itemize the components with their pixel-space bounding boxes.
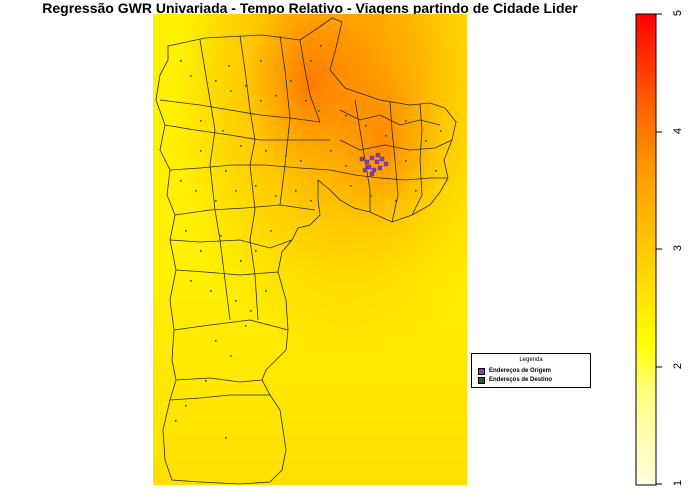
origin-swatch-icon <box>478 367 485 375</box>
destination-points <box>175 45 442 439</box>
colorbar <box>635 13 662 486</box>
map-legend: Legenda Endereços de Origem Endereços de… <box>471 353 591 388</box>
colorbar-tick-4: 4 <box>672 127 684 135</box>
legend-title: Legenda <box>519 357 543 363</box>
heat-surface <box>153 14 467 485</box>
colorbar-tick-5: 5 <box>672 9 684 17</box>
origin-points <box>359 152 389 177</box>
legend-origin-label: Endereços de Origem <box>489 368 552 374</box>
map-title: Regressão GWR Univariada - Tempo Relativ… <box>42 0 578 16</box>
legend-item-destination: Endereços de Destino <box>478 376 552 384</box>
legend-destination-label: Endereços de Destino <box>489 377 553 383</box>
legend-item-origin: Endereços de Origem <box>478 367 551 375</box>
colorbar-tick-1: 1 <box>672 479 684 487</box>
colorbar-tick-2: 2 <box>672 362 684 370</box>
colorbar-tick-3: 3 <box>672 244 684 252</box>
city-boundaries <box>155 17 457 485</box>
destination-swatch-icon <box>478 376 485 384</box>
